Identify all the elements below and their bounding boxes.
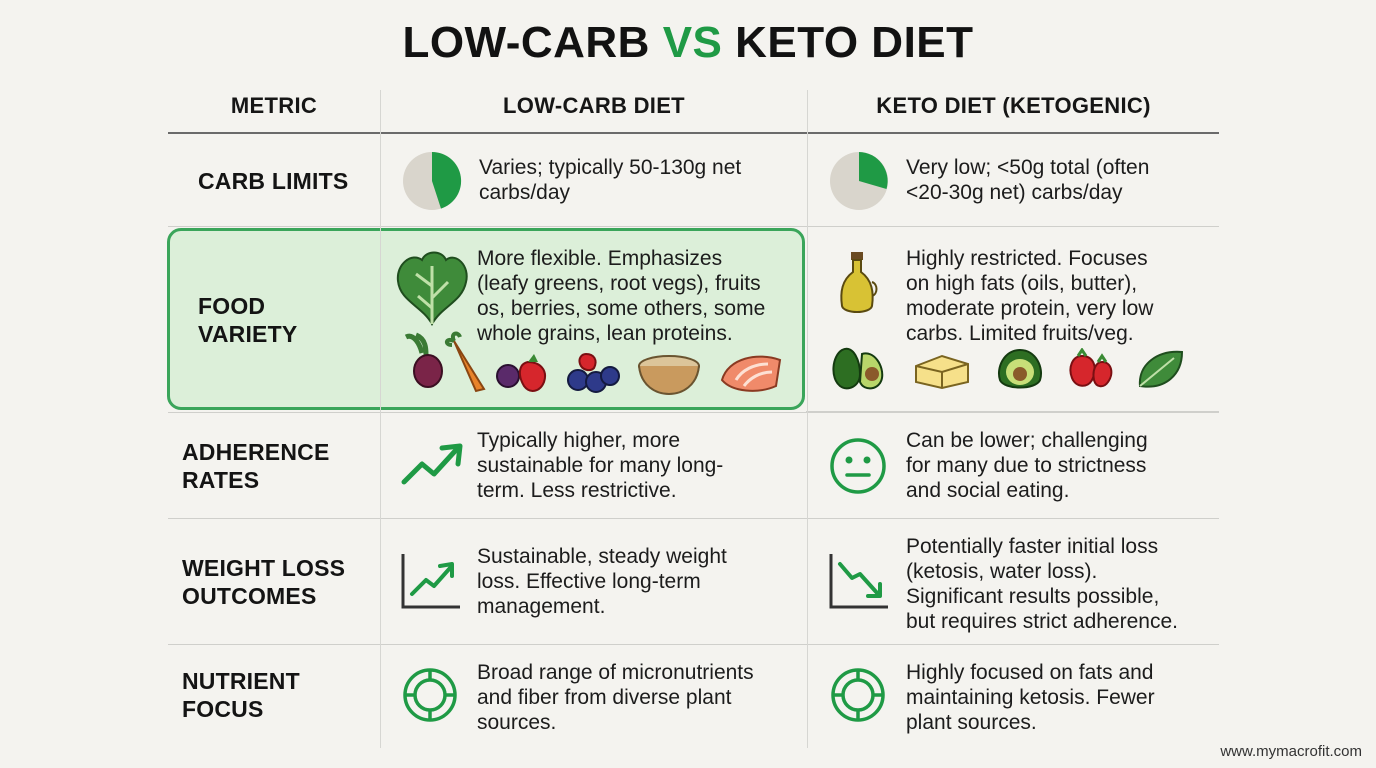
title-part1: LOW-CARB xyxy=(402,18,650,67)
row-divider xyxy=(806,411,1219,412)
lowcarb-nutrient-text: Broad range of micronutrients and fiber f… xyxy=(477,661,754,734)
avocado-half-icon xyxy=(998,348,1042,389)
pie-chart-icon xyxy=(830,152,888,210)
oil-bottle-icon xyxy=(840,252,878,313)
food-variety-highlight xyxy=(167,228,805,410)
blueberries-strawberry-icon xyxy=(567,352,620,393)
target-icon xyxy=(403,668,457,722)
header-lowcarb: LOW-CARB DIET xyxy=(503,93,685,118)
header-metric: METRIC xyxy=(230,93,318,118)
neutral-face-icon xyxy=(830,438,886,494)
strawberries-icon xyxy=(1069,348,1113,388)
metric-weight-loss-outcomes: WEIGHT LOSS OUTCOMES xyxy=(182,555,346,609)
page-title: LOW-CARB VS KETO DIET xyxy=(0,18,1376,68)
salmon-icon xyxy=(720,355,782,392)
title-part2: KETO DIET xyxy=(735,18,974,67)
berries-icon xyxy=(496,354,546,392)
grain-bowl-icon xyxy=(638,355,700,396)
avocado-icon xyxy=(832,347,884,390)
metric-carb-limits: CARB LIMITS xyxy=(198,168,349,194)
metric-adherence-rates: ADHERENCE RATES xyxy=(182,439,330,493)
row-divider xyxy=(168,518,1219,519)
target-icon xyxy=(831,668,885,722)
row-divider xyxy=(168,644,1219,645)
header-divider xyxy=(168,132,1219,134)
lowcarb-food-variety-text: More flexible. Emphasizes (leafy greens, … xyxy=(477,247,766,345)
pie-chart-icon xyxy=(403,151,462,210)
keto-weight-loss-text: Potentially faster initial loss (ketosis,… xyxy=(906,535,1178,633)
metric-food-variety: FOOD VARIETY xyxy=(198,293,298,347)
chart-down-icon xyxy=(829,554,888,609)
row-divider xyxy=(168,226,1219,227)
lowcarb-weight-loss-text: Sustainable, steady weight loss. Effectiv… xyxy=(477,545,727,618)
leafy-greens-icon xyxy=(396,251,468,326)
lowcarb-adherence-text: Typically higher, more sustainable for ma… xyxy=(477,429,724,502)
trend-up-icon xyxy=(401,443,463,485)
keto-carb-limits-text: Very low; <50g total (often <20-30g net) … xyxy=(906,156,1150,204)
keto-nutrient-text: Highly focused on fats and maintaining ke… xyxy=(906,661,1155,734)
row-divider xyxy=(168,412,1219,413)
header-keto: KETO DIET (KETOGENIC) xyxy=(876,93,1151,118)
column-divider xyxy=(380,90,381,748)
title-vs: VS xyxy=(662,18,723,67)
leaf-icon xyxy=(1138,350,1184,388)
keto-food-variety-text: Highly restricted. Focuses on high fats (… xyxy=(906,247,1154,345)
chart-up-icon xyxy=(401,554,460,609)
root-vegetables-icon xyxy=(404,331,486,393)
lowcarb-carb-limits-text: Varies; typically 50-130g net carbs/day xyxy=(479,156,742,204)
column-divider xyxy=(807,90,808,748)
metric-nutrient-focus: NUTRIENT FOCUS xyxy=(182,668,300,722)
keto-adherence-text: Can be lower; challenging for many due to… xyxy=(906,429,1148,502)
website-url: www.mymacrofit.com xyxy=(1220,743,1362,760)
butter-icon xyxy=(915,354,969,390)
